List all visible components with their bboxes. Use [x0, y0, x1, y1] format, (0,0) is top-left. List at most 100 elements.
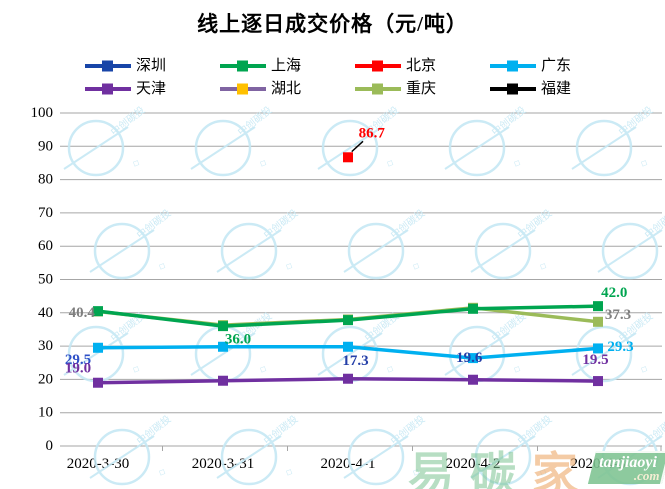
legend-item-深圳: 深圳: [85, 57, 166, 74]
watermark-text: 中创碳投: [388, 206, 428, 241]
watermark-pattern: 中创碳投 ◇ 中创碳投 ◇ 中创碳投 ◇ 中创碳投 ◇ 中创碳投 ◇ 中创碳投 ◇ 中创碳投 ◇ 中创碳投 ◇…: [63, 103, 665, 486]
legend-item-福建: 福建: [490, 80, 571, 97]
x-tick-label: 2020-4-3: [571, 456, 626, 472]
svg-text:◇: ◇: [639, 157, 650, 169]
legend-label: 湖北: [271, 80, 301, 97]
y-tick-label: 90: [38, 138, 53, 154]
y-tick-label: 20: [38, 371, 53, 387]
data-point-marker: [218, 375, 228, 386]
svg-text:◇: ◇: [385, 363, 396, 375]
legend-item-重庆: 重庆: [355, 80, 436, 97]
svg-text:◇: ◇: [411, 260, 422, 272]
watermark-text: 中创碳投: [515, 206, 555, 241]
series-天津: [93, 373, 603, 388]
svg-text:◇: ◇: [258, 157, 269, 169]
y-axis-labels: 0 10 20 30 40 50 60 70 80 90 100: [31, 105, 54, 454]
data-point-marker: [468, 374, 478, 385]
svg-text:◇: ◇: [538, 466, 549, 478]
watermark-text: 中创碳投: [642, 206, 665, 241]
series-上海: [93, 301, 603, 332]
svg-text:◇: ◇: [512, 157, 523, 169]
y-tick-label: 60: [38, 238, 53, 254]
watermark-text: 中创碳投: [261, 412, 301, 447]
svg-text:◇: ◇: [157, 466, 168, 478]
svg-text:◇: ◇: [258, 363, 269, 375]
data-point-marker: [93, 342, 103, 353]
legend-item-湖北: 湖北: [220, 80, 301, 97]
x-tick-label: 2020-4-1: [321, 456, 376, 472]
watermark-text: 中创碳投: [134, 206, 174, 241]
watermark-text: 中创碳投: [134, 412, 174, 447]
legend-label: 天津: [136, 80, 166, 97]
y-tick-label: 100: [31, 105, 54, 121]
watermark-text: 中创碳投: [616, 103, 656, 138]
data-point-marker: [93, 377, 103, 388]
svg-text:◇: ◇: [512, 363, 523, 375]
data-point-marker: [343, 341, 353, 352]
data-point-marker: [343, 152, 353, 163]
data-label: 40.4: [69, 305, 96, 321]
watermark-text: 中创碳投: [642, 412, 665, 447]
data-label: 19.6: [456, 350, 483, 366]
gridlines: [60, 112, 662, 447]
data-point-marker: [343, 373, 353, 384]
legend-item-北京: 北京: [355, 57, 436, 74]
data-label: 29.3: [607, 339, 633, 355]
data-point-marker: [468, 303, 478, 314]
svg-text:◇: ◇: [411, 466, 422, 478]
legend-label: 福建: [541, 80, 571, 97]
svg-text:◇: ◇: [385, 157, 396, 169]
watermark-text: 中创碳投: [515, 412, 555, 447]
y-tick-label: 10: [38, 405, 53, 421]
data-point-marker: [218, 341, 228, 352]
data-point-marker: [93, 306, 103, 317]
legend-label: 广东: [541, 57, 571, 74]
svg-text:◇: ◇: [157, 260, 168, 272]
data-label: 29.5: [65, 352, 91, 368]
svg-text:◇: ◇: [538, 260, 549, 272]
data-point-marker: [343, 315, 353, 326]
data-point-marker: [593, 316, 603, 327]
data-label: 17.3: [342, 353, 368, 369]
data-label: 19.0: [65, 361, 91, 377]
svg-text:◇: ◇: [284, 466, 295, 478]
y-tick-label: 0: [46, 438, 54, 454]
watermark-text: 中创碳投: [108, 103, 148, 138]
svg-text:◇: ◇: [131, 363, 142, 375]
chart-title: 线上逐日成交价格（元/吨）: [197, 12, 468, 36]
legend-label: 北京: [406, 57, 436, 74]
watermark-text: 中创碳投: [261, 206, 301, 241]
series-广东: [93, 341, 603, 364]
watermark-text: 中创碳投: [489, 103, 529, 138]
y-tick-label: 40: [38, 305, 53, 321]
watermark-text: 中创碳投: [388, 412, 428, 447]
svg-text:◇: ◇: [639, 363, 650, 375]
y-tick-label: 50: [38, 272, 53, 288]
data-label: 86.7: [359, 125, 386, 141]
watermark-text: 中创碳投: [235, 103, 275, 138]
legend-label: 上海: [271, 57, 301, 74]
series-北京: [343, 152, 353, 163]
legend-item-广东: 广东: [490, 57, 571, 74]
data-point-marker: [593, 343, 603, 354]
data-point-marker: [468, 353, 478, 364]
x-axis-labels: 2020-3-30 2020-3-31 2020-4-1 2020-4-2 2020-4…: [67, 446, 662, 472]
data-point-marker: [593, 376, 603, 387]
data-label: 42.0: [601, 285, 627, 301]
data-label: 37.3: [605, 307, 631, 323]
legend-label: 深圳: [136, 57, 166, 74]
legend-label: 重庆: [406, 80, 436, 97]
y-tick-label: 30: [38, 338, 53, 354]
data-label: 36.0: [225, 331, 251, 347]
y-tick-label: 70: [38, 205, 53, 221]
data-label: 19.5: [582, 352, 608, 368]
x-tick-label: 2020-3-30: [67, 456, 130, 472]
legend-item-上海: 上海: [220, 57, 301, 74]
svg-text:◇: ◇: [131, 157, 142, 169]
data-labels: 40.4 29.519.0 36.0 86.7 17.3 19.6 42.0 37.3 29.3…: [65, 125, 634, 376]
svg-text:◇: ◇: [284, 260, 295, 272]
label-leader-line: [351, 140, 364, 153]
